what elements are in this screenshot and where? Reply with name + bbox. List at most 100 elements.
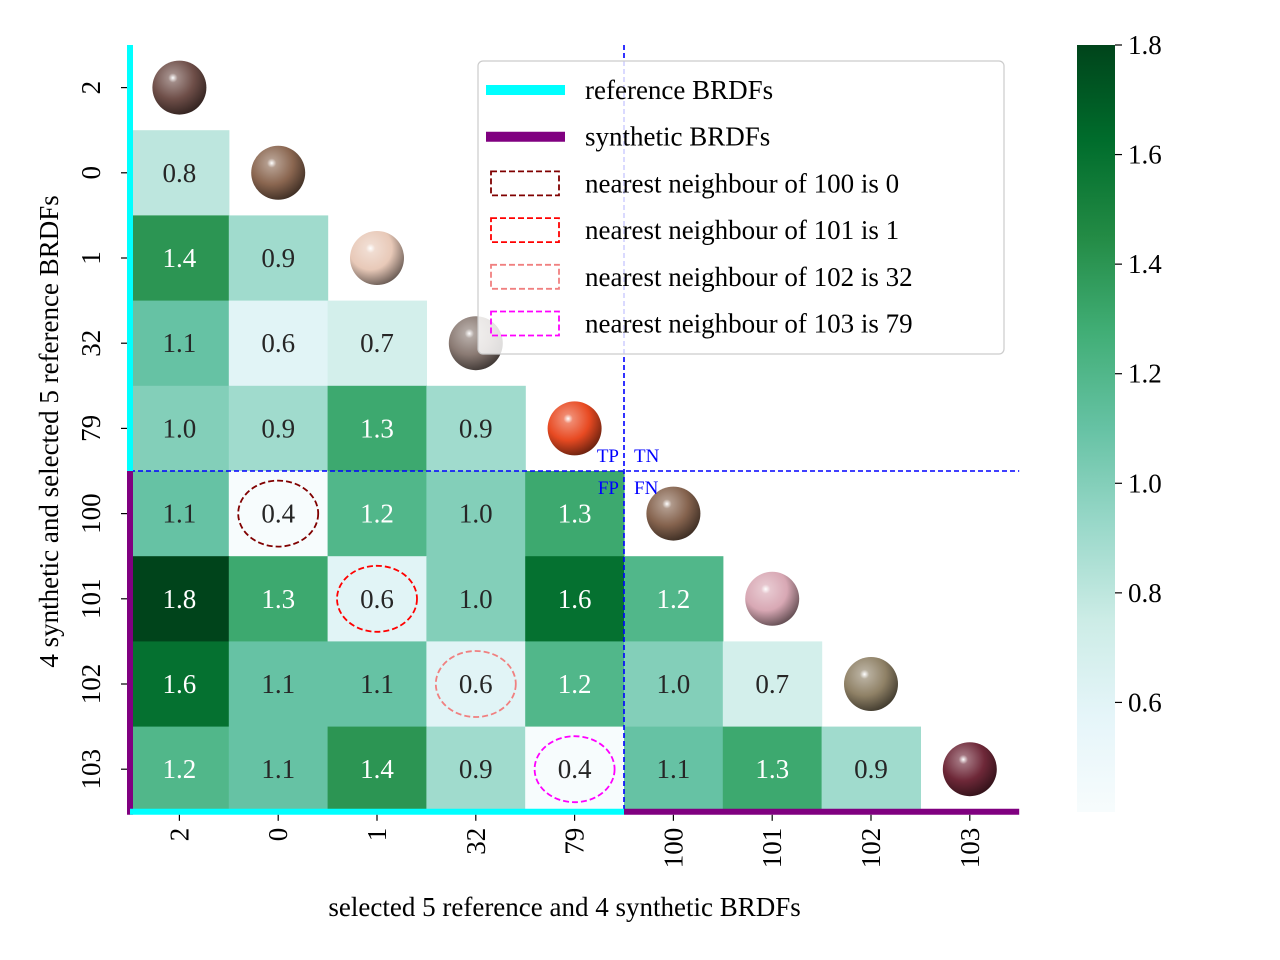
y-tick-label: 79 (76, 415, 106, 442)
heatmap-cell-79-32 (426, 385, 526, 472)
heatmap-cell-101-32 (426, 556, 526, 642)
y-tick-label: 100 (76, 493, 106, 534)
heatmap-cell-100-32 (426, 471, 526, 557)
legend-label: synthetic BRDFs (585, 122, 770, 152)
cell-value-label: 1.4 (360, 754, 394, 784)
brdf-sphere-101 (745, 571, 800, 626)
axes: 2 0 1 32 79 100 101 102 103 2 0 1 32 79 100 101 102 103 se… (34, 81, 985, 922)
heatmap-cell-103-2 (130, 726, 230, 813)
x-tick-label: 0 (263, 828, 293, 842)
legend-label: reference BRDFs (585, 75, 773, 105)
x-axis-title: selected 5 reference and 4 synthetic BRD… (328, 892, 800, 922)
brdf-sphere-1 (350, 231, 404, 285)
heatmap-cell-100-79 (525, 471, 625, 557)
brdf-sphere-2 (152, 60, 207, 115)
cell-value-label: 1.1 (261, 754, 295, 784)
cell-value-label: 1.8 (163, 584, 197, 614)
legend-label: nearest neighbour of 101 is 1 (585, 215, 899, 245)
colorbar-tick-label: 1.6 (1128, 140, 1162, 170)
legend-swatch-2 (490, 170, 560, 197)
y-tick-label: 101 (76, 579, 106, 620)
x-tick-label: 32 (461, 828, 491, 855)
legend-label: nearest neighbour of 100 is 0 (585, 168, 899, 198)
cell-value-label: 1.1 (163, 499, 197, 529)
colorbar-tick-label: 1.8 (1128, 30, 1162, 60)
cell-value-label: 1.3 (558, 499, 592, 529)
cell-value-label: 1.2 (360, 499, 394, 529)
cell-value-label: 0.7 (360, 328, 394, 358)
cell-value-label: 1.1 (163, 328, 197, 358)
quadrant-label-fp: FP (598, 478, 619, 499)
y-tick-label: 2 (76, 81, 106, 95)
cell-value-label: 1.6 (163, 669, 197, 699)
cell-value-label: 1.4 (163, 243, 197, 273)
heatmap-cell-103-101 (722, 726, 823, 813)
colorbar-gradient (1077, 45, 1115, 812)
nearest-neighbour-ellipse-102 (434, 650, 517, 718)
colorbar-tick-label: 0.6 (1128, 687, 1162, 717)
heatmap-cells: 0.8 1.4 0.9 1.1 0.6 0.7 1.0 0.9 1.3 0.9 1.1 0.4 1.2 1… (130, 130, 921, 813)
legend: reference BRDFs synthetic BRDFs nearest ne… (477, 60, 1005, 355)
cell-value-label: 1.2 (657, 584, 691, 614)
cell-value-label: 1.6 (558, 584, 592, 614)
x-tick-label: 79 (560, 828, 590, 855)
heatmap-cell-102-32 (426, 641, 526, 728)
brdf-sphere-103 (942, 742, 997, 797)
cell-value-label: 1.1 (360, 669, 394, 699)
cell-value-label: 1.3 (755, 754, 789, 784)
x-tick-label: 1 (362, 828, 392, 842)
cell-value-label: 0.4 (558, 754, 592, 784)
legend-box (477, 60, 1005, 355)
cell-value-label: 1.0 (459, 584, 493, 614)
colorbar-tick-label: 1.4 (1128, 249, 1162, 279)
y-tick-label: 102 (76, 664, 106, 705)
heatmap-cell-102-0 (228, 641, 329, 728)
y-tick-label: 32 (76, 330, 106, 357)
cell-value-label: 1.0 (657, 669, 691, 699)
heatmap-cell-79-1 (327, 385, 427, 472)
cell-value-label: 1.2 (163, 754, 197, 784)
cell-value-label: 1.3 (261, 584, 295, 614)
heatmap-cell-103-102 (821, 726, 921, 813)
heatmap-cell-102-1 (327, 641, 427, 728)
cell-value-label: 0.4 (261, 499, 295, 529)
legend-label: nearest neighbour of 103 is 79 (585, 309, 913, 339)
y-tick-label: 0 (76, 166, 106, 180)
colorbar: 0.6 0.8 1.0 1.2 1.4 1.6 1.8 (1077, 30, 1162, 812)
quadrant-label-tn: TN (634, 446, 660, 467)
cell-value-label: 1.1 (657, 754, 691, 784)
legend-swatch-5 (490, 310, 560, 337)
heatmap-cell-101-79 (525, 556, 625, 642)
cell-value-label: 0.9 (261, 413, 295, 443)
cell-value-label: 0.6 (459, 669, 493, 699)
y-axis-title: 4 synthetic and selected 5 reference BRD… (34, 195, 64, 667)
x-tick-label: 103 (955, 828, 985, 869)
cell-value-label: 0.6 (360, 584, 394, 614)
brdf-sphere-102 (844, 657, 898, 711)
heatmap-cell-0-2 (130, 130, 230, 216)
nearest-neighbour-highlights (237, 479, 616, 804)
x-tick-label: 2 (164, 828, 194, 842)
heatmap-cell-1-0 (228, 215, 329, 302)
heatmap-cell-100-0 (228, 471, 329, 557)
heatmap-cell-103-1 (327, 726, 427, 813)
cell-value-label: 1.0 (459, 499, 493, 529)
group-bars (127, 45, 1020, 815)
y-tick-label: 103 (76, 749, 106, 790)
heatmap-cell-32-2 (130, 300, 230, 387)
x-tick-label: 100 (658, 828, 688, 869)
cell-value-label: 0.9 (459, 754, 493, 784)
heatmap-cell-32-1 (327, 300, 427, 387)
cell-value-label: 0.7 (755, 669, 789, 699)
brdf-sphere-0 (251, 145, 306, 200)
heatmap-cell-103-79 (525, 726, 625, 813)
cell-value-label: 0.9 (459, 413, 493, 443)
cell-value-label: 0.8 (163, 158, 197, 188)
cell-value-label: 0.9 (261, 243, 295, 273)
heatmap-cell-101-100 (624, 556, 724, 642)
colorbar-tick-label: 1.2 (1128, 359, 1162, 389)
heatmap-cell-100-2 (130, 471, 230, 557)
heatmap-cell-102-2 (130, 641, 230, 728)
heatmap-cell-102-101 (722, 641, 823, 728)
